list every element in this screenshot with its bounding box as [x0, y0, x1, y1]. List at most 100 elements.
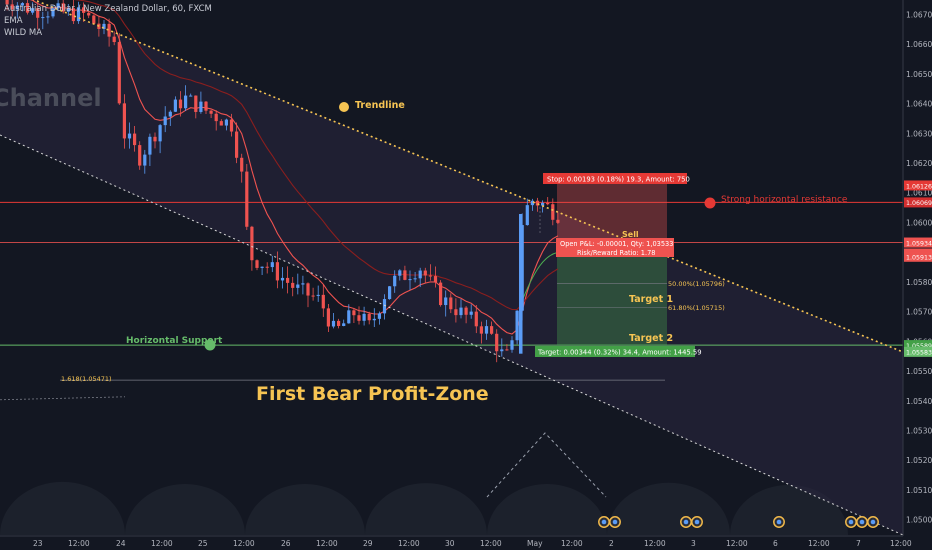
- risk-reward-text: Risk/Reward Ratio: 1.78: [577, 249, 655, 257]
- time-tick-label: 12:00: [644, 539, 666, 548]
- candle-body: [326, 308, 330, 327]
- candle-body: [133, 133, 137, 146]
- candle-body: [301, 283, 305, 285]
- cycle-arc: [365, 483, 487, 535]
- price-tick-label: 1.05700: [906, 308, 932, 317]
- candle-body: [173, 99, 177, 112]
- candle-body: [229, 119, 234, 132]
- cycle-arc: [487, 484, 607, 535]
- candle-body: [382, 299, 387, 314]
- candle-body: [184, 95, 188, 109]
- chart-legend: Australian Dollar / New Zealand Dollar, …: [4, 3, 212, 39]
- indicator-wild-ma[interactable]: WILD MA: [4, 28, 43, 38]
- candle-body: [122, 103, 126, 139]
- profit-zone-label: First Bear Profit-Zone: [256, 383, 489, 405]
- candle-body: [433, 276, 438, 283]
- price-tick-label: 1.06100: [906, 189, 932, 198]
- candle-body: [71, 8, 75, 22]
- time-tick-label: 25: [198, 539, 208, 548]
- candle-body: [500, 349, 504, 352]
- time-tick-label: 23: [33, 539, 43, 548]
- candle-body: [337, 320, 341, 326]
- candle-body: [403, 270, 407, 280]
- candle-body: [112, 36, 116, 43]
- candle-body: [291, 282, 295, 288]
- candle-body: [444, 297, 448, 306]
- candle-body: [31, 8, 35, 13]
- candle-body: [505, 349, 509, 351]
- price-tick-label: 1.05400: [906, 397, 932, 406]
- candle-body: [194, 95, 198, 112]
- candle-body: [352, 310, 356, 316]
- time-tick-label: 12:00: [151, 539, 173, 548]
- candle-body: [367, 313, 371, 321]
- candle-body: [495, 333, 499, 352]
- event-flag-icon: [848, 519, 854, 525]
- channel-fill: [0, 0, 903, 535]
- trendline-marker: [339, 102, 349, 112]
- candle-body: [551, 204, 555, 220]
- time-tick-label: 12:00: [726, 539, 748, 548]
- candle-body: [102, 23, 106, 29]
- candle-body: [255, 260, 259, 268]
- price-badge: [904, 237, 932, 248]
- candle-body: [535, 200, 540, 206]
- candle-body: [153, 136, 157, 142]
- candle-body: [158, 125, 162, 142]
- time-scale[interactable]: 23 12:00 24 12:00 25 12:00 26 12:00 29 12:00 30 12:…: [0, 535, 912, 548]
- candle-body: [209, 110, 213, 114]
- time-tick-label: 2: [609, 539, 614, 548]
- time-tick-label: 6: [773, 539, 778, 548]
- price-badge-label: 1.05934: [906, 240, 932, 247]
- candle-body: [296, 284, 300, 288]
- candle-body: [168, 111, 172, 117]
- price-tick-label: 1.06300: [906, 129, 932, 138]
- time-tick-label: 12:00: [68, 539, 90, 548]
- indicator-ema[interactable]: EMA: [4, 16, 23, 26]
- time-tick-label: 7: [856, 539, 861, 548]
- pnl-tooltip: [556, 238, 674, 257]
- candle-body: [224, 119, 228, 126]
- candle-body: [46, 16, 50, 18]
- candle-body: [469, 311, 473, 315]
- candle-body: [393, 275, 397, 287]
- cycle-arc: [245, 484, 365, 535]
- price-badge-label: 1.05913: [906, 255, 932, 262]
- support-label: Horizontal Support: [126, 336, 223, 346]
- cycle-arc: [0, 481, 125, 535]
- candle-body: [245, 171, 249, 227]
- price-scale[interactable]: 1.06700 1.06600 1.06500 1.06400 1.06300 1.062…: [902, 0, 932, 550]
- breakout-candle: [519, 214, 523, 354]
- price-tick-label: 1.05200: [906, 456, 932, 465]
- candle-body: [280, 277, 285, 281]
- time-tick-label: 26: [281, 539, 291, 548]
- price-badge: [904, 346, 932, 357]
- candle-body: [546, 202, 550, 205]
- candle-body: [454, 309, 458, 316]
- candle-body: [260, 266, 264, 268]
- pnl-text: Open P&L: -0.00001, Qty: 1,03533: [560, 240, 673, 248]
- time-tick-label: 12:00: [808, 539, 830, 548]
- candle-body: [306, 283, 310, 296]
- candle-body: [388, 286, 392, 300]
- candle-body: [265, 266, 269, 268]
- candle-body: [449, 297, 453, 310]
- target2-label: Target 2: [629, 333, 673, 344]
- time-tick-label: 12:00: [233, 539, 255, 548]
- event-flag-icon: [870, 519, 876, 525]
- cycle-arc: [125, 484, 245, 535]
- candle-body: [20, 3, 24, 6]
- candle-body: [459, 307, 463, 316]
- candle-body: [275, 262, 279, 281]
- candle-body: [138, 145, 142, 166]
- candle-body: [377, 313, 381, 319]
- symbol-title[interactable]: Australian Dollar / New Zealand Dollar, …: [4, 4, 212, 14]
- candle-body: [479, 326, 483, 334]
- price-tick-label: 1.05800: [906, 278, 932, 287]
- candle-body: [408, 279, 412, 281]
- price-tick-label: 1.05300: [906, 426, 932, 435]
- candle-body: [143, 154, 147, 166]
- candle-body: [127, 133, 132, 139]
- candle-body: [418, 270, 422, 279]
